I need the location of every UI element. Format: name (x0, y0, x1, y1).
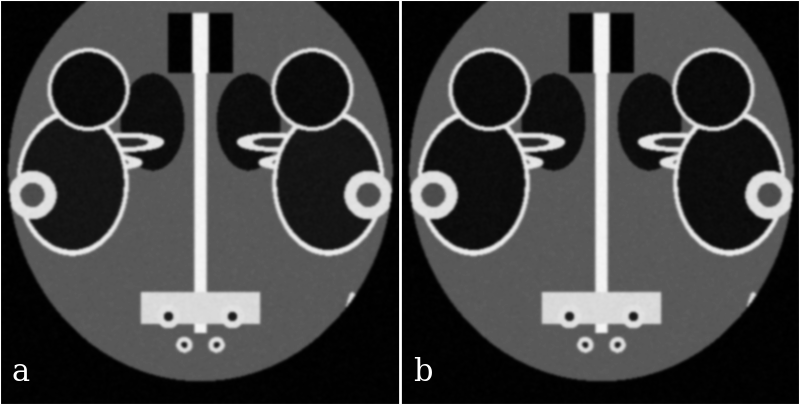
Text: a: a (12, 357, 30, 388)
Text: b: b (413, 357, 433, 388)
